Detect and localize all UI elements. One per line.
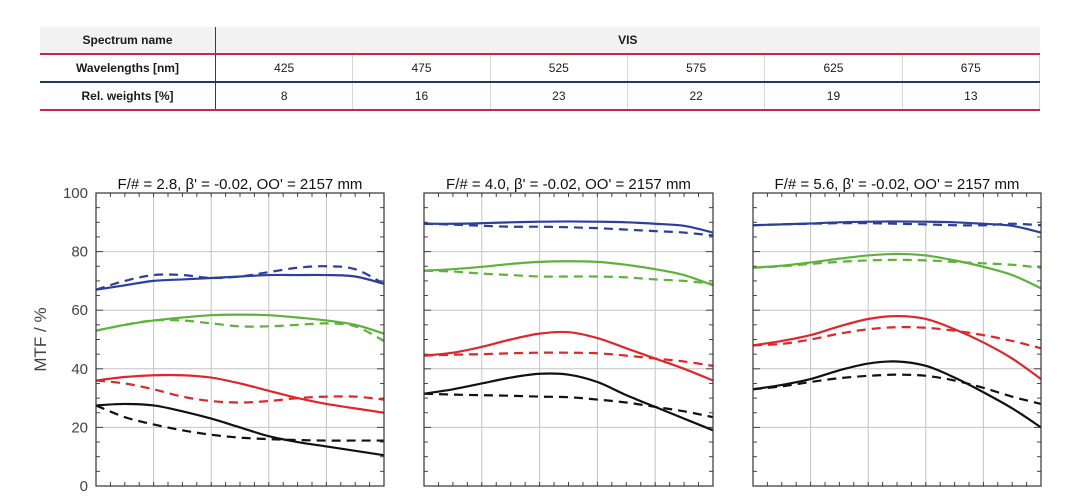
weight-cell: 16	[352, 82, 491, 111]
y-tick-label: 80	[71, 244, 88, 261]
plot-frame	[752, 192, 1042, 487]
spectrum-name-value: VIS	[215, 27, 1040, 55]
wavelength-cell: 525	[490, 54, 628, 83]
spectrum-table: Spectrum name VIS Wavelengths [nm] 425 4…	[40, 27, 1041, 111]
panel-title: F/# = 5.6, β' = -0.02, OO' = 2157 mm	[775, 176, 1020, 193]
mtf-curve-4-dashed	[752, 258, 1042, 269]
weight-cell: 23	[490, 82, 628, 111]
y-tick-label: 0	[80, 478, 88, 495]
mtf-curve-1-solid	[752, 220, 1042, 234]
mtf-panel-3: F/# = 5.6, β' = -0.02, OO' = 2157 mm	[752, 176, 1042, 487]
weight-cell: 8	[215, 82, 354, 111]
mtf-curve-6-dashed	[95, 379, 385, 404]
wavelength-cell: 675	[902, 54, 1041, 83]
wavelength-cell: 425	[215, 54, 354, 83]
mtf-curve-7-solid	[752, 360, 1042, 429]
mtf-curve-8-dashed	[423, 392, 714, 419]
mtf-panel-1: F/# = 2.8, β' = -0.02, OO' = 2157 mm 0 20 4…	[31, 176, 385, 495]
mtf-curve-7-solid	[95, 402, 385, 457]
y-tick-label: 60	[71, 302, 88, 319]
spectrum-name-label: Spectrum name	[40, 27, 216, 55]
mtf-curve-1-solid	[423, 220, 714, 234]
weights-label: Rel. weights [%]	[40, 82, 216, 111]
mtf-curve-6-dashed	[752, 325, 1042, 350]
wavelengths-label: Wavelengths [nm]	[40, 54, 216, 83]
y-tick-label: 100	[63, 185, 88, 202]
mtf-curve-5-solid	[95, 373, 385, 414]
mtf-curve-3-solid	[752, 252, 1042, 290]
plot-frame	[95, 192, 385, 487]
spectrum-name-row: Spectrum name VIS	[40, 27, 1040, 55]
vertical-gridlines	[810, 193, 984, 486]
mtf-curve-6-dashed	[423, 351, 714, 367]
axis-ticks	[424, 193, 713, 486]
panel-title: F/# = 2.8, β' = -0.02, OO' = 2157 mm	[118, 176, 363, 193]
wavelengths-row: Wavelengths [nm] 425 475 525 575 625 675	[40, 54, 1041, 83]
mtf-curve-1-solid	[95, 273, 385, 291]
horizontal-gridlines	[753, 251, 1041, 428]
mtf-curve-2-dashed	[423, 222, 714, 237]
mtf-curve-7-solid	[423, 372, 714, 432]
horizontal-gridlines	[96, 251, 384, 428]
mtf-curve-5-solid	[752, 314, 1042, 380]
y-axis-title: MTF / %	[31, 307, 50, 371]
horizontal-gridlines	[424, 251, 713, 428]
axis-ticks	[96, 193, 384, 486]
y-tick-label: 20	[71, 419, 88, 436]
wavelength-cell: 475	[352, 54, 491, 83]
mtf-curve-5-solid	[423, 330, 714, 382]
weight-cell: 19	[764, 82, 903, 111]
mtf-curve-2-dashed	[95, 265, 385, 291]
panel-title: F/# = 4.0, β' = -0.02, OO' = 2157 mm	[446, 176, 691, 193]
weight-cell: 13	[902, 82, 1041, 111]
mtf-curve-3-solid	[423, 260, 714, 287]
y-tick-label: 40	[71, 361, 88, 378]
mtf-curve-4-dashed	[423, 269, 714, 285]
mtf-curve-8-dashed	[752, 373, 1042, 406]
mtf-panel-2: F/# = 4.0, β' = -0.02, OO' = 2157 mm	[423, 176, 714, 487]
mtf-curve-8-dashed	[95, 404, 384, 442]
mtf-curve-4-dashed	[95, 318, 385, 342]
plot-frame	[423, 192, 714, 487]
vertical-gridlines	[481, 193, 656, 486]
wavelength-cell: 625	[764, 54, 903, 83]
mtf-curve-2-dashed	[752, 222, 1042, 227]
wavelength-cell: 575	[627, 54, 766, 83]
weight-cell: 22	[627, 82, 766, 111]
weights-row: Rel. weights [%] 8 16 23 22 19 13	[40, 82, 1041, 111]
axis-ticks	[753, 193, 1041, 486]
